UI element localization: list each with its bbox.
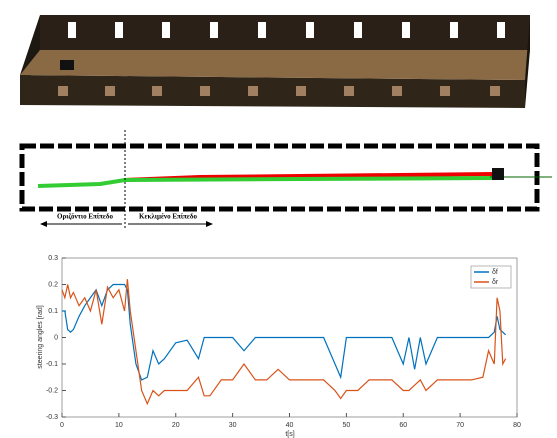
y-tick-label: -0.2 [46, 387, 58, 394]
x-tick-label: 70 [456, 422, 464, 429]
region-label: Οριζόντιο Επίπεδο [57, 213, 113, 221]
x-tick-label: 40 [286, 422, 294, 429]
x-tick-label: 0 [60, 422, 64, 429]
y-tick-label: 0 [54, 334, 58, 341]
y-tick-label: -0.1 [46, 361, 58, 368]
legend [470, 265, 512, 289]
legend-label: δf [492, 269, 498, 276]
series-line [61, 279, 507, 406]
x-tick-label: 10 [115, 422, 123, 429]
y-tick-label: 0.3 [48, 255, 58, 262]
x-tick-label: 60 [399, 422, 407, 429]
render [20, 15, 530, 108]
y-tick-label: 0.1 [48, 308, 58, 315]
x-tick-label: 80 [513, 422, 521, 429]
legend-label: δr [492, 279, 499, 286]
y-tick-label: 0.2 [48, 281, 58, 288]
region-label: Κεκλιμένο Επίπεδο [139, 213, 197, 221]
x-tick-label: 30 [229, 422, 237, 429]
y-axis-label: steering angles [rad] [37, 305, 44, 368]
x-tick-label: 20 [172, 422, 180, 429]
map [19, 130, 552, 228]
x-tick-label: 50 [342, 422, 350, 429]
y-tick-label: -0.3 [46, 414, 58, 421]
x-axis-label: t[s] [285, 431, 294, 438]
